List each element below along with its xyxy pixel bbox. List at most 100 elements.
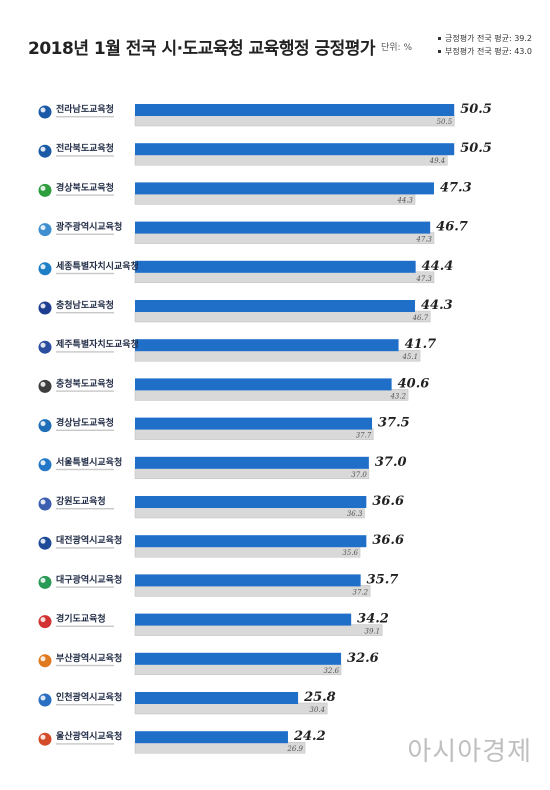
category-label: 광주광역시교육청 — [56, 221, 122, 233]
previous-value-label: 43.2 — [389, 392, 406, 400]
previous-bar — [134, 702, 328, 715]
agency-logo-highlight — [40, 499, 46, 505]
category-label: 충청남도교육청 — [56, 299, 114, 311]
current-bar — [135, 574, 361, 587]
current-value-label: 25.8 — [303, 690, 336, 705]
previous-bar — [134, 624, 383, 636]
previous-value-label: 37.0 — [351, 471, 367, 479]
legend-square-icon — [438, 37, 441, 40]
watermark-text: 아시아경제 — [407, 737, 532, 767]
previous-bar — [134, 310, 431, 323]
category-subtitle-line — [56, 704, 114, 706]
category-label: 전라남도교육청 — [56, 103, 114, 115]
current-bar — [135, 652, 342, 665]
category-subtitle-line — [56, 429, 114, 431]
current-value-label: 46.7 — [436, 220, 468, 235]
current-value-label: 32.6 — [347, 651, 379, 666]
current-value-label: 34.2 — [357, 612, 389, 627]
current-value-label: 41.7 — [405, 337, 437, 352]
category-label: 서울특별시교육청 — [56, 456, 122, 468]
previous-bar — [134, 663, 342, 676]
agency-logo-highlight — [40, 225, 46, 231]
previous-bar — [134, 193, 416, 205]
agency-logo-highlight — [40, 185, 46, 191]
legend-item-negative-average: 부정평가 전국 평균: 43.0 — [438, 45, 532, 58]
category-subtitle-line — [56, 351, 114, 353]
category-label: 충청북도교육청 — [56, 377, 114, 389]
agency-logo-icon — [38, 732, 52, 746]
category-subtitle-line — [56, 743, 114, 745]
agency-logo-icon — [38, 301, 52, 315]
category-label: 전라북도교육청 — [56, 142, 114, 154]
previous-bar — [134, 545, 361, 558]
previous-bar — [134, 741, 306, 754]
category-subtitle-line — [56, 508, 114, 510]
legend: 긍정평가 전국 평균: 39.2 부정평가 전국 평균: 43.0 — [438, 32, 532, 58]
agency-logo-highlight — [40, 577, 46, 583]
agency-logo-icon — [38, 105, 52, 119]
category-subtitle-line — [56, 390, 114, 392]
previous-value-label: 36.3 — [347, 510, 363, 518]
current-bar — [135, 260, 416, 273]
category-subtitle-line — [56, 625, 114, 627]
category-label: 세종특별자치시교육청 — [56, 260, 139, 272]
current-value-label: 24.2 — [293, 729, 326, 744]
category-subtitle-line — [56, 116, 114, 118]
previous-value-label: 26.9 — [286, 745, 303, 753]
previous-bar — [134, 114, 455, 127]
current-bar — [135, 378, 392, 391]
previous-value-label: 37.7 — [356, 432, 372, 440]
current-bar — [135, 221, 431, 234]
previous-value-label: 32.6 — [323, 667, 339, 675]
current-value-label: 35.7 — [367, 572, 399, 587]
previous-value-label: 30.4 — [310, 706, 326, 714]
agency-logo-icon — [38, 497, 52, 511]
agency-logo-icon — [38, 144, 52, 158]
agency-logo-highlight — [40, 460, 46, 466]
agency-logo-highlight — [40, 421, 46, 427]
category-subtitle-line — [56, 586, 114, 588]
category-label: 경상남도교육청 — [56, 417, 114, 429]
agency-logo-icon — [38, 615, 52, 629]
category-label: 부산광역시교육청 — [56, 652, 122, 664]
current-bar — [135, 496, 367, 508]
previous-value-label: 39.1 — [365, 628, 381, 636]
category-subtitle-line — [56, 194, 114, 196]
agency-logo-icon — [38, 340, 52, 354]
current-value-label: 50.5 — [460, 141, 492, 156]
previous-value-label: 47.3 — [415, 236, 432, 244]
current-bar — [135, 300, 416, 312]
current-value-label: 44.4 — [422, 259, 454, 274]
agency-logo-icon — [38, 223, 52, 237]
category-label: 제주특별자치도교육청 — [56, 338, 139, 350]
current-value-label: 50.5 — [460, 102, 492, 117]
agency-logo-icon — [38, 654, 52, 668]
current-bar — [135, 692, 299, 704]
current-value-label: 36.6 — [372, 494, 404, 509]
legend-label: 부정평가 전국 평균: 43.0 — [445, 47, 533, 56]
current-value-label: 37.5 — [378, 416, 410, 431]
category-subtitle-line — [56, 664, 114, 667]
agency-logo-icon — [38, 458, 52, 472]
current-bar — [135, 535, 367, 548]
category-subtitle-line — [56, 547, 114, 549]
previous-bar — [134, 232, 435, 244]
agency-logo-highlight — [40, 342, 46, 348]
previous-bar — [134, 349, 421, 362]
previous-bar — [134, 585, 371, 597]
agency-logo-icon — [38, 536, 52, 550]
current-bar — [135, 182, 434, 195]
legend-square-icon — [438, 50, 441, 53]
current-value-label: 37.0 — [375, 455, 407, 470]
category-subtitle-line — [56, 312, 114, 314]
previous-bar — [134, 153, 448, 166]
current-value-label: 47.3 — [440, 180, 472, 195]
previous-value-label: 50.5 — [437, 118, 453, 126]
current-bar — [135, 143, 455, 156]
agency-logo-highlight — [40, 695, 46, 701]
category-label: 경상북도교육청 — [56, 181, 114, 193]
current-bar — [135, 613, 352, 626]
category-subtitle-line — [56, 468, 114, 471]
previous-value-label: 49.4 — [429, 157, 446, 165]
